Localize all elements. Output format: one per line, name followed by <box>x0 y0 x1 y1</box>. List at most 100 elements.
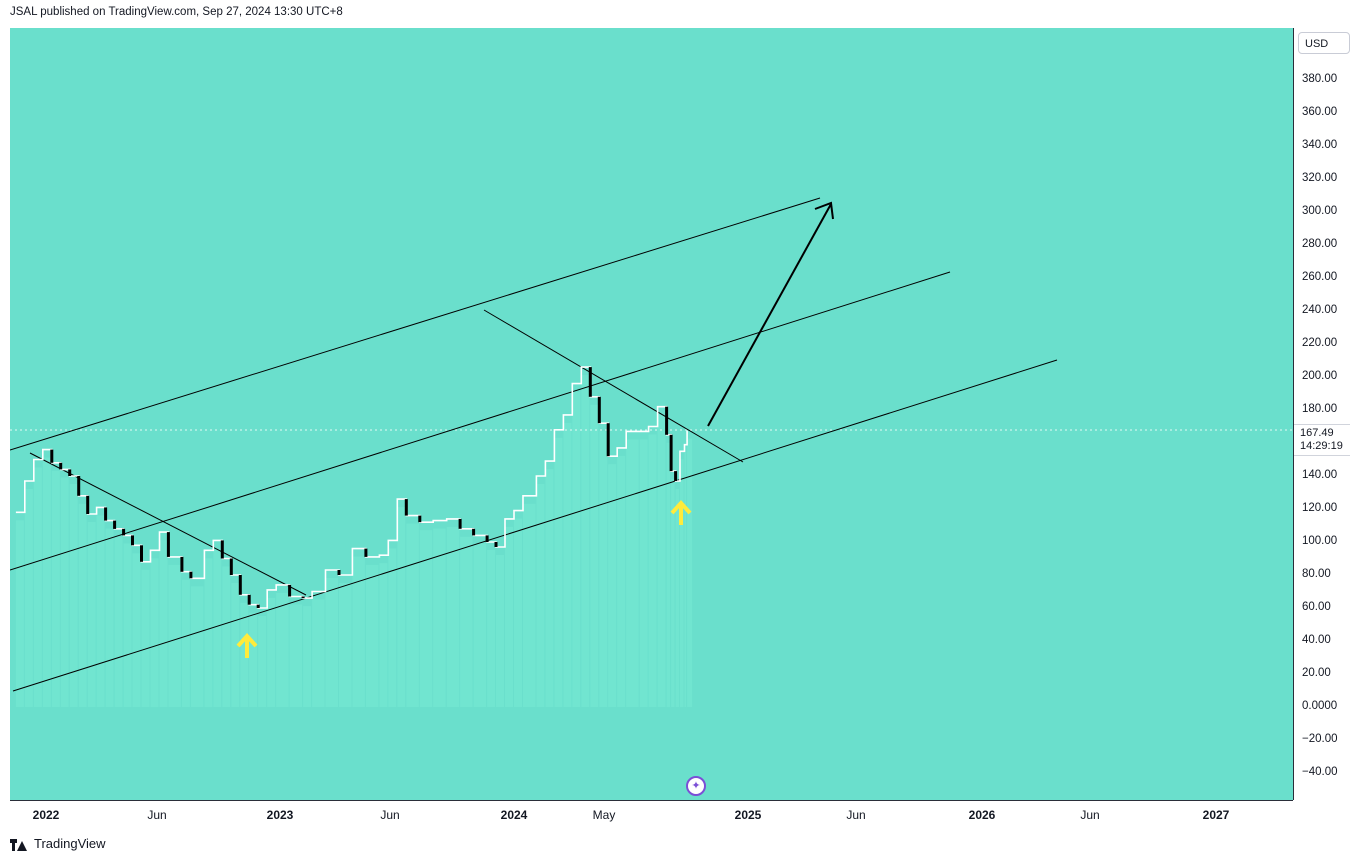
last-price-value: 167.49 <box>1300 427 1334 439</box>
volume-bar <box>60 477 69 707</box>
y-tick-label: 80.00 <box>1302 568 1331 580</box>
down-candle <box>494 542 498 547</box>
volume-bar <box>267 597 276 707</box>
currency-button[interactable]: USD <box>1298 32 1350 54</box>
trendline-layer <box>10 197 1058 692</box>
last-price-badge: 167.49 14:29:19 <box>1294 424 1350 456</box>
volume-bar <box>42 457 51 707</box>
channel-upper-line[interactable] <box>10 197 821 451</box>
y-tick-label: −20.00 <box>1302 733 1338 745</box>
channel-middle-line[interactable] <box>10 271 951 571</box>
y-tick-label: 120.00 <box>1302 502 1338 514</box>
volume-bar <box>24 489 33 707</box>
volume-bar <box>675 489 680 707</box>
down-candle <box>50 449 54 463</box>
price-axis[interactable]: USD 380.00 360.00 340.00 320.00 300.00 280.00… <box>1293 28 1360 828</box>
y-tick-label: 0.0000 <box>1302 700 1338 712</box>
volume-bar <box>397 507 406 707</box>
volume-bar <box>680 459 684 708</box>
y-tick-label: −40.00 <box>1302 766 1338 778</box>
volume-bar <box>536 484 545 707</box>
volume-bar <box>69 484 78 707</box>
sparkle-icon[interactable]: ✦ <box>686 776 706 796</box>
x-tick-label: Jun <box>846 808 866 822</box>
volume-bar <box>626 439 639 707</box>
volume-bar <box>523 503 536 707</box>
volume-bar <box>258 616 267 707</box>
volume-bar <box>599 431 608 707</box>
down-candle <box>166 532 170 557</box>
volume-bar <box>554 437 563 707</box>
volume-bar <box>419 530 433 707</box>
volume-bar <box>150 558 159 708</box>
volume-bar <box>505 526 513 707</box>
y-tick-label: 40.00 <box>1302 634 1331 646</box>
volume-bar <box>276 592 289 707</box>
volume-bar <box>33 467 42 707</box>
volume-bar <box>487 550 496 707</box>
yellow-up-arrow-icon <box>236 633 258 658</box>
down-candle <box>588 367 592 397</box>
volume-bar <box>339 583 352 707</box>
volume-bar <box>563 422 572 707</box>
volume-layer <box>15 375 693 708</box>
down-candle <box>189 571 193 579</box>
volume-bar <box>460 536 473 707</box>
y-tick-label: 380.00 <box>1302 73 1338 85</box>
down-candle <box>674 471 678 481</box>
publish-info: JSAL published on TradingView.com, Sep 2… <box>10 6 343 18</box>
tradingview-logo-icon <box>10 837 28 851</box>
x-tick-label: 2022 <box>32 808 60 822</box>
y-tick-label: 300.00 <box>1302 205 1338 217</box>
down-candle <box>59 462 63 470</box>
volume-bar <box>231 583 240 707</box>
axis-corner <box>1293 800 1359 828</box>
volume-bar <box>132 553 141 707</box>
volume-bar <box>325 578 338 707</box>
price-chart <box>10 197 1293 708</box>
volume-bar <box>352 556 365 707</box>
down-candle <box>140 545 143 562</box>
target-arrow-line[interactable] <box>707 203 832 427</box>
volume-bar <box>249 612 258 707</box>
chart-plot-area[interactable]: ✦ <box>10 28 1293 800</box>
time-axis[interactable]: 2022 Jun 2023 Jun 2024 May 2025 Jun 2026 Jun 2027 <box>10 800 1293 829</box>
down-candle <box>256 604 260 608</box>
y-tick-label: 140.00 <box>1302 469 1338 481</box>
volume-bar <box>496 555 504 707</box>
volume-bar <box>473 543 487 707</box>
y-tick-label: 200.00 <box>1302 370 1338 382</box>
volume-bar <box>581 375 590 707</box>
down-candle <box>337 570 341 575</box>
volume-bar <box>303 606 312 707</box>
y-tick-label: 340.00 <box>1302 139 1338 151</box>
y-tick-label: 100.00 <box>1302 535 1338 547</box>
down-candle <box>669 434 673 472</box>
volume-bar <box>648 434 657 707</box>
down-candle <box>104 507 108 521</box>
down-candle <box>485 535 489 542</box>
volume-bar <box>433 528 446 707</box>
down-candle <box>238 575 242 595</box>
y-tick-label: 360.00 <box>1302 106 1338 118</box>
x-tick-label: 2024 <box>500 808 528 822</box>
volume-bar <box>590 404 599 707</box>
volume-bar <box>406 523 419 707</box>
down-candle <box>68 469 72 476</box>
volume-bar <box>639 439 648 707</box>
x-tick-label: 2026 <box>968 808 996 822</box>
volume-bar <box>379 563 388 707</box>
volume-bar <box>105 528 114 707</box>
volume-bar <box>78 503 87 707</box>
volume-bar <box>96 515 105 707</box>
down-candle <box>86 495 90 514</box>
channel-lower-line[interactable] <box>12 359 1058 692</box>
volume-bar <box>617 455 626 707</box>
x-tick-label: May <box>592 808 616 822</box>
down-candle <box>247 594 251 605</box>
volume-bar <box>114 536 123 707</box>
volume-bar <box>213 548 222 707</box>
downtrend-line-2024[interactable] <box>483 309 744 463</box>
volume-bar <box>87 522 96 707</box>
volume-bar <box>289 604 303 707</box>
